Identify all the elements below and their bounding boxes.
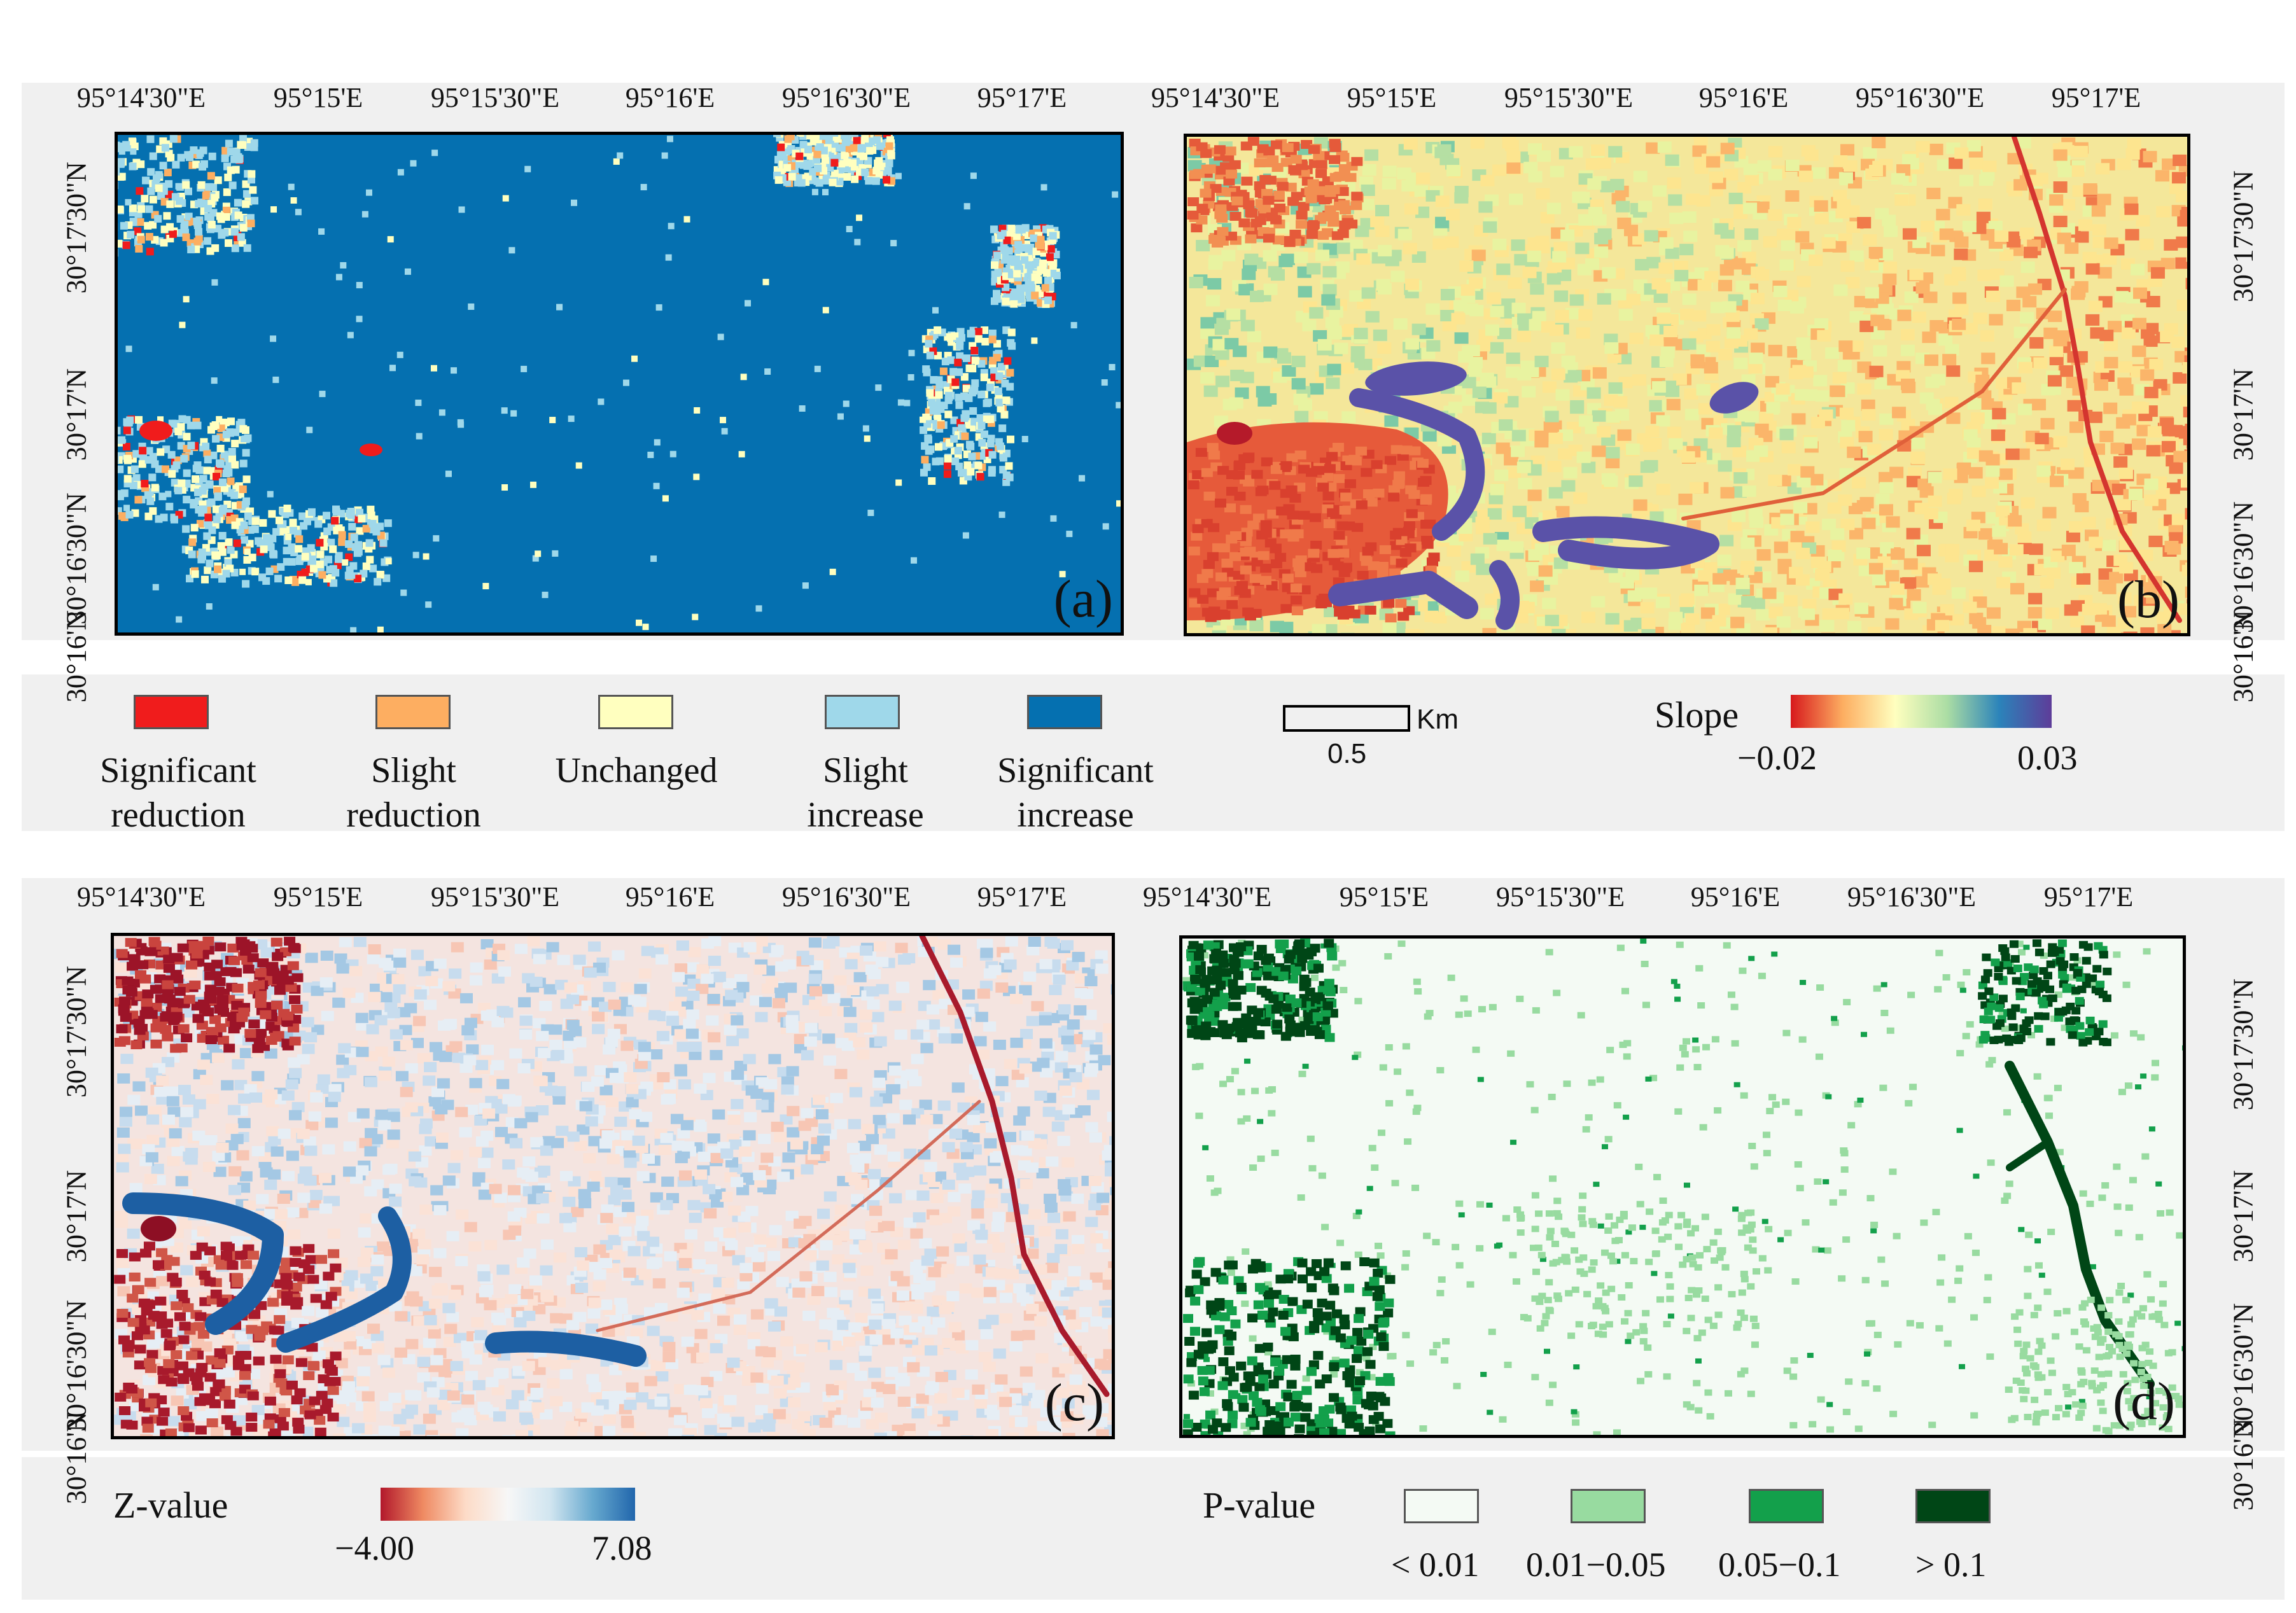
lon-tick-d-3: 95°15'30"E <box>1495 881 1625 912</box>
z-legend-title: Z-value <box>113 1484 228 1526</box>
lon-tick-d-5: 95°16'30"E <box>1847 881 1977 912</box>
lon-tick-b-4: 95°16'E <box>1698 82 1789 113</box>
lon-tick-c-6: 95°17'E <box>977 881 1067 912</box>
slope-legend-max: 0.03 <box>2017 739 2078 777</box>
p-legend-label-gt-01: > 0.1 <box>1915 1546 1987 1584</box>
lat-tick-a-1: 30°17'30"N <box>60 162 92 294</box>
lon-tick-b-6: 95°17'E <box>2051 82 2141 113</box>
lon-tick-d-2: 95°15'E <box>1339 881 1429 912</box>
panel-a-trend-map: (a) <box>115 132 1124 636</box>
lon-tick-d-1: 95°14'30"E <box>1142 881 1272 912</box>
lon-tick-d-4: 95°16'E <box>1690 881 1781 912</box>
legend-swatch-slight-increase <box>825 695 900 729</box>
z-color-ramp <box>381 1488 635 1521</box>
p-legend-label-001-005: 0.01−0.05 <box>1526 1546 1666 1584</box>
panel-b-label: (b) <box>2117 570 2180 629</box>
p-legend-swatch-001-005 <box>1571 1489 1646 1523</box>
lon-tick-d-6: 95°17'E <box>2043 881 2134 912</box>
p-legend-title: P-value <box>1203 1484 1316 1526</box>
z-legend-min: −4.00 <box>335 1529 414 1567</box>
lat-tick-b-4: 30°16'N <box>2227 610 2259 703</box>
lat-tick-a-2: 30°17'N <box>60 368 92 461</box>
lon-tick-a-2: 95°15'E <box>273 82 363 113</box>
p-legend-swatch-lt-001 <box>1404 1489 1479 1523</box>
lat-tick-c-4: 30°16'N <box>60 1411 92 1505</box>
p-legend-label-005-01: 0.05−0.1 <box>1718 1546 1841 1584</box>
lon-tick-b-5: 95°16'30"E <box>1855 82 1985 113</box>
scale-bar-unit: Km <box>1417 704 1459 735</box>
legend-swatch-slight-reduction <box>375 695 451 729</box>
lat-tick-d-1: 30°17'30"N <box>2227 978 2259 1111</box>
p-legend-swatch-005-01 <box>1749 1489 1824 1523</box>
p-legend-label-lt-001: < 0.01 <box>1391 1546 1480 1584</box>
lat-tick-b-2: 30°17'N <box>2227 368 2259 461</box>
panel-d-label: (d) <box>2113 1372 2175 1431</box>
z-legend-max: 7.08 <box>592 1529 652 1567</box>
legend-text-slight-increase: Slight increase <box>807 751 924 835</box>
legend-text-significant-increase: Significant increase <box>997 751 1154 835</box>
bottom-legend-band <box>22 1457 2285 1600</box>
lon-tick-b-1: 95°14'30"E <box>1151 82 1280 113</box>
slope-legend-title: Slope <box>1655 694 1739 736</box>
legend-text-unchanged: Unchanged <box>555 751 718 790</box>
lon-tick-c-4: 95°16'E <box>625 881 715 912</box>
lat-tick-b-1: 30°17'30"N <box>2227 170 2259 303</box>
lon-tick-a-1: 95°14'30"E <box>76 82 206 113</box>
lon-tick-b-3: 95°15'30"E <box>1504 82 1634 113</box>
lon-tick-b-2: 95°15'E <box>1347 82 1437 113</box>
legend-swatch-significant-increase <box>1027 695 1102 729</box>
legend-swatch-unchanged <box>598 695 673 729</box>
lon-tick-a-6: 95°17'E <box>977 82 1067 113</box>
lon-tick-c-2: 95°15'E <box>273 881 363 912</box>
legend-swatch-significant-reduction <box>134 695 209 729</box>
lat-tick-d-4: 30°16'N <box>2227 1418 2259 1511</box>
lon-tick-c-1: 95°14'30"E <box>76 881 206 912</box>
p-legend-swatch-gt-01 <box>1915 1489 1991 1523</box>
lat-tick-a-4: 30°16'N <box>60 610 92 703</box>
panel-a-label: (a) <box>1053 569 1113 629</box>
panel-c-zvalue-map: (c) <box>111 933 1115 1439</box>
legend-text-slight-reduction: Slight reduction <box>346 751 481 835</box>
lon-tick-c-3: 95°15'30"E <box>430 881 560 912</box>
lon-tick-a-3: 95°15'30"E <box>430 82 560 113</box>
lon-tick-c-5: 95°16'30"E <box>781 881 911 912</box>
slope-legend-min: −0.02 <box>1737 739 1817 777</box>
lon-tick-a-5: 95°16'30"E <box>781 82 911 113</box>
panel-d-pvalue-map: (d) <box>1179 935 2186 1438</box>
panel-b-slope-map: (b) <box>1184 134 2190 636</box>
scale-bar-value: 0.5 <box>1327 738 1367 769</box>
panel-c-label: (c) <box>1044 1373 1104 1432</box>
lon-tick-a-4: 95°16'E <box>625 82 715 113</box>
slope-color-ramp <box>1791 695 2052 728</box>
lat-tick-d-2: 30°17'N <box>2227 1170 2259 1263</box>
scale-bar <box>1283 705 1410 732</box>
legend-text-significant-reduction: Significant reduction <box>100 751 256 835</box>
lat-tick-c-2: 30°17'N <box>60 1170 92 1263</box>
lat-tick-c-1: 30°17'30"N <box>60 965 92 1098</box>
